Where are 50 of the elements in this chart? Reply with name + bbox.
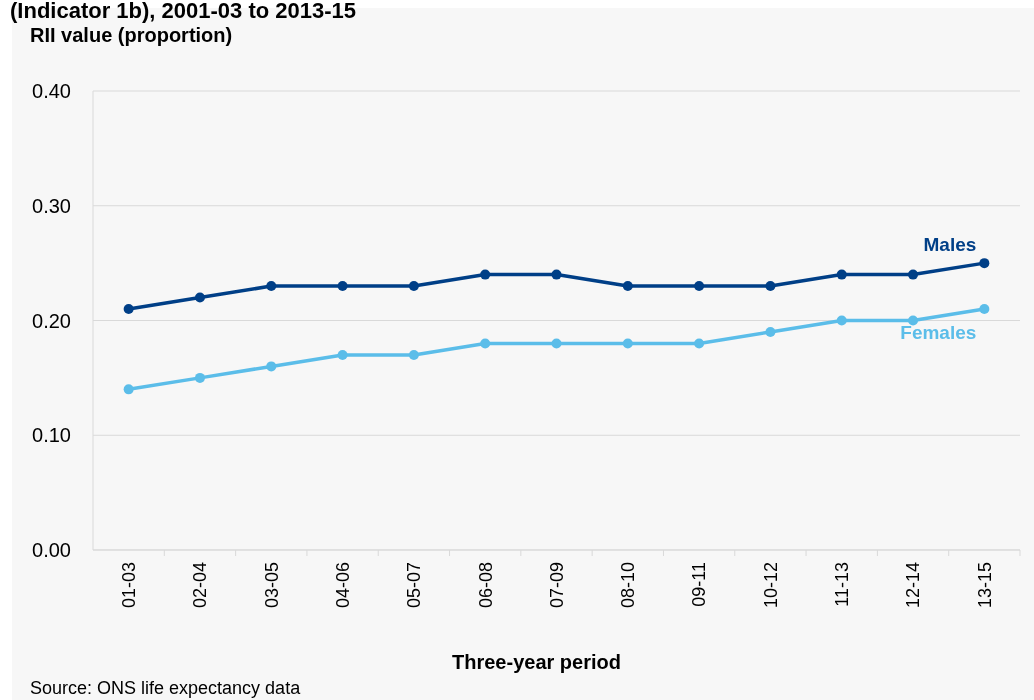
point <box>908 269 919 280</box>
point <box>123 384 134 395</box>
point <box>408 349 419 360</box>
x-tick-label: 13-15 <box>974 562 995 609</box>
y-tick-label: 0.40 <box>32 80 71 102</box>
point <box>765 326 776 337</box>
point <box>622 338 633 349</box>
x-tick-label: 04-06 <box>332 562 353 609</box>
y-tick-label: 0.30 <box>32 194 71 217</box>
point <box>123 304 134 315</box>
y-axis-title: RII value (proportion) <box>30 24 233 46</box>
source-note: Source: ONS life expectancy data <box>30 678 302 698</box>
point <box>765 281 776 292</box>
point <box>979 304 990 315</box>
chart-title: (Indicator 1b), 2001-03 to 2013-15 <box>10 0 357 23</box>
point <box>979 258 990 269</box>
x-tick-label: 02-04 <box>190 562 211 609</box>
x-tick-label: 12-14 <box>903 562 924 609</box>
x-tick-label: 06-08 <box>475 562 496 609</box>
point <box>194 292 205 303</box>
point <box>266 361 277 372</box>
point <box>408 281 419 292</box>
x-axis-title: Three-year period <box>452 651 621 673</box>
point <box>266 281 277 292</box>
point <box>836 269 847 280</box>
x-tick-label: 11-13 <box>832 562 853 607</box>
y-tick-label: 0.10 <box>32 424 71 447</box>
point <box>337 349 348 360</box>
point <box>694 281 705 292</box>
point <box>694 338 705 349</box>
point <box>551 269 562 280</box>
series-label: Males <box>923 234 977 256</box>
x-tick-label: 03-05 <box>261 562 282 609</box>
point <box>480 269 491 280</box>
point <box>908 315 919 326</box>
x-tick-label: 07-09 <box>546 562 567 609</box>
point <box>480 338 491 349</box>
point <box>337 281 348 292</box>
x-tick-label: 10-12 <box>760 562 781 609</box>
point <box>551 338 562 349</box>
point <box>194 372 205 383</box>
y-tick-label: 0.20 <box>32 309 71 332</box>
y-tick-label: 0.00 <box>32 539 71 561</box>
series-label: Females <box>900 322 977 344</box>
x-tick-label: 09-11 <box>689 562 710 607</box>
point <box>622 281 633 292</box>
point <box>836 315 847 326</box>
x-tick-label: 05-07 <box>404 562 425 609</box>
x-tick-label: 01-03 <box>118 562 139 609</box>
x-tick-label: 08-10 <box>618 562 639 609</box>
